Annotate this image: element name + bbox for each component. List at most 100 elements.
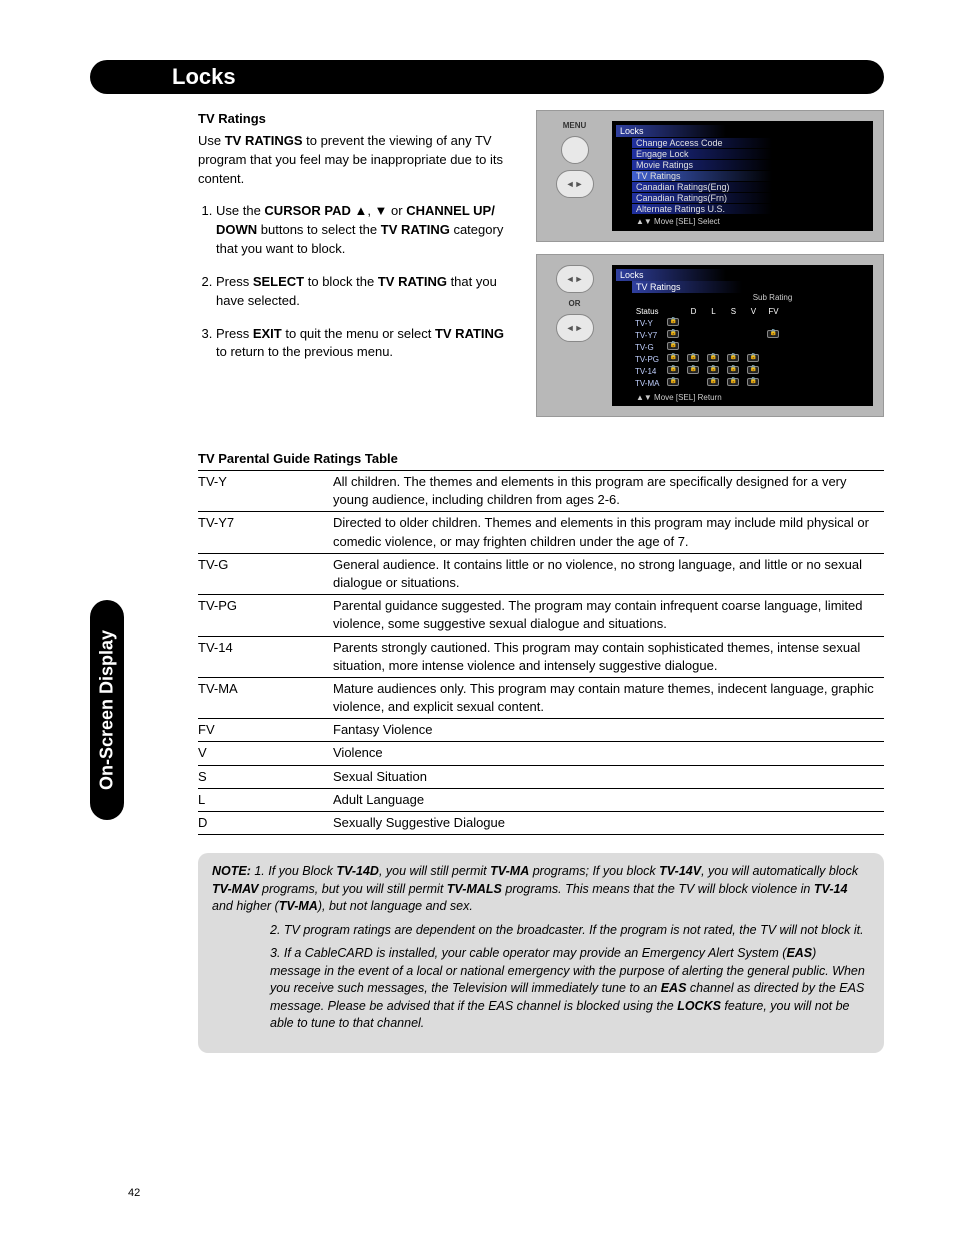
ratings-row: SSexual Situation bbox=[198, 765, 884, 788]
step-2: Press SELECT to block the TV RATING that… bbox=[216, 273, 518, 311]
step-3: Press EXIT to quit the menu or select TV… bbox=[216, 325, 518, 363]
note-item: 2. TV program ratings are dependent on t… bbox=[212, 922, 870, 940]
osd-panel-1: Locks Change Access CodeEngage LockMovie… bbox=[612, 121, 873, 231]
osd1-menu-item: Change Access Code bbox=[632, 138, 772, 148]
rating-desc: Mature audiences only. This program may … bbox=[333, 677, 884, 718]
rating-code: S bbox=[198, 765, 333, 788]
osd2-col-header: L bbox=[704, 307, 722, 316]
osd2-subrating-label: Sub Rating bbox=[676, 293, 869, 302]
osd2-row: TV-G bbox=[632, 342, 782, 352]
ratings-table: TV-YAll children. The themes and element… bbox=[198, 470, 884, 835]
rating-code: TV-Y bbox=[198, 471, 333, 512]
lock-icon bbox=[667, 342, 679, 350]
lock-icon bbox=[727, 366, 739, 374]
instructions-column: TV Ratings Use TV RATINGS to prevent the… bbox=[198, 110, 518, 429]
ratings-row: LAdult Language bbox=[198, 788, 884, 811]
osd2-subtitle: TV Ratings bbox=[632, 281, 742, 293]
side-tab: On-Screen Display bbox=[90, 600, 124, 820]
lock-icon bbox=[727, 354, 739, 362]
rating-code: TV-MA bbox=[198, 677, 333, 718]
osd1-menu-item: TV Ratings bbox=[632, 171, 772, 181]
osd2-title: Locks bbox=[616, 269, 726, 281]
ratings-row: TV-PGParental guidance suggested. The pr… bbox=[198, 595, 884, 636]
osd2-nav: ▲▼ Move [SEL] Return bbox=[636, 393, 869, 402]
lock-icon bbox=[687, 354, 699, 362]
osd1-menu-item: Canadian Ratings(Frn) bbox=[632, 193, 772, 203]
lock-icon bbox=[667, 366, 679, 374]
rating-code: TV-14 bbox=[198, 636, 333, 677]
rating-code: TV-G bbox=[198, 553, 333, 594]
lock-icon bbox=[667, 378, 679, 386]
osd-screenshot-2: ◄► OR ◄► Locks TV Ratings Sub Rating Sta… bbox=[536, 254, 884, 417]
note-item: 3. If a CableCARD is installed, your cab… bbox=[212, 945, 870, 1033]
osd2-col-header: V bbox=[744, 307, 762, 316]
rating-desc: Violence bbox=[333, 742, 884, 765]
osd-screenshot-1: MENU ◄► Locks Change Access CodeEngage L… bbox=[536, 110, 884, 242]
section-title: Locks bbox=[172, 64, 236, 89]
lock-icon bbox=[727, 378, 739, 386]
ratings-row: VViolence bbox=[198, 742, 884, 765]
steps-list: Use the CURSOR PAD ▲, ▼ or CHANNEL UP/ D… bbox=[198, 202, 518, 362]
osd2-row: TV-Y7 bbox=[632, 330, 782, 340]
osd2-rating-grid: StatusDLSVFV TV-YTV-Y7TV-GTV-PGTV-14TV-M… bbox=[630, 305, 784, 390]
rating-code: L bbox=[198, 788, 333, 811]
menu-button-icon bbox=[561, 136, 589, 164]
rating-desc: Sexual Situation bbox=[333, 765, 884, 788]
lock-icon bbox=[707, 366, 719, 374]
remote-icons-1: MENU ◄► bbox=[547, 121, 602, 231]
lock-icon bbox=[767, 330, 779, 338]
note-item: NOTE: 1. If you Block TV-14D, you will s… bbox=[212, 863, 870, 916]
rating-code: V bbox=[198, 742, 333, 765]
osd2-row: TV-14 bbox=[632, 366, 782, 376]
osd1-title: Locks bbox=[616, 125, 726, 137]
or-label: OR bbox=[569, 299, 581, 308]
ratings-row: TV-Y7Directed to older children. Themes … bbox=[198, 512, 884, 553]
osd2-col-header: D bbox=[684, 307, 702, 316]
side-tab-label: On-Screen Display bbox=[97, 630, 118, 790]
menu-label: MENU bbox=[563, 121, 587, 130]
ratings-row: TV-14Parents strongly cautioned. This pr… bbox=[198, 636, 884, 677]
note-box: NOTE: 1. If you Block TV-14D, you will s… bbox=[198, 853, 884, 1053]
note-label: NOTE: bbox=[212, 864, 254, 878]
ratings-row: TV-MAMature audiences only. This program… bbox=[198, 677, 884, 718]
ratings-row: DSexually Suggestive Dialogue bbox=[198, 812, 884, 835]
rating-code: TV-Y7 bbox=[198, 512, 333, 553]
rating-code: D bbox=[198, 812, 333, 835]
osd1-nav: ▲▼ Move [SEL] Select bbox=[636, 217, 869, 226]
tv-ratings-heading: TV Ratings bbox=[198, 110, 518, 129]
osd2-col-header bbox=[664, 307, 682, 316]
lock-icon bbox=[707, 378, 719, 386]
remote-icons-2: ◄► OR ◄► bbox=[547, 265, 602, 406]
step-1: Use the CURSOR PAD ▲, ▼ or CHANNEL UP/ D… bbox=[216, 202, 518, 259]
ratings-table-heading: TV Parental Guide Ratings Table bbox=[198, 451, 884, 466]
rating-desc: Parents strongly cautioned. This program… bbox=[333, 636, 884, 677]
ratings-row: TV-YAll children. The themes and element… bbox=[198, 471, 884, 512]
osd1-menu-item: Canadian Ratings(Eng) bbox=[632, 182, 772, 192]
lock-icon bbox=[687, 366, 699, 374]
cursor-pad-icon: ◄► bbox=[556, 170, 594, 198]
cursor-pad-icon-2: ◄► bbox=[556, 314, 594, 342]
section-header: Locks bbox=[90, 60, 884, 94]
osd2-col-header: Status bbox=[632, 307, 662, 316]
osd-screenshots-column: MENU ◄► Locks Change Access CodeEngage L… bbox=[536, 110, 884, 429]
rating-desc: General audience. It contains little or … bbox=[333, 553, 884, 594]
page-number: 42 bbox=[128, 1187, 140, 1199]
lock-icon bbox=[707, 354, 719, 362]
osd2-row: TV-MA bbox=[632, 378, 782, 388]
rating-desc: Directed to older children. Themes and e… bbox=[333, 512, 884, 553]
rating-desc: Parental guidance suggested. The program… bbox=[333, 595, 884, 636]
osd2-col-header: S bbox=[724, 307, 742, 316]
lock-icon bbox=[747, 366, 759, 374]
lock-icon bbox=[747, 378, 759, 386]
osd2-row: TV-Y bbox=[632, 318, 782, 328]
ratings-table-section: TV Parental Guide Ratings Table TV-YAll … bbox=[198, 451, 884, 835]
osd1-menu-item: Movie Ratings bbox=[632, 160, 772, 170]
rating-code: TV-PG bbox=[198, 595, 333, 636]
ratings-row: FVFantasy Violence bbox=[198, 719, 884, 742]
lock-icon bbox=[667, 318, 679, 326]
lock-icon bbox=[667, 330, 679, 338]
rating-desc: Fantasy Violence bbox=[333, 719, 884, 742]
select-button-icon: ◄► bbox=[556, 265, 594, 293]
lock-icon bbox=[667, 354, 679, 362]
rating-desc: Adult Language bbox=[333, 788, 884, 811]
